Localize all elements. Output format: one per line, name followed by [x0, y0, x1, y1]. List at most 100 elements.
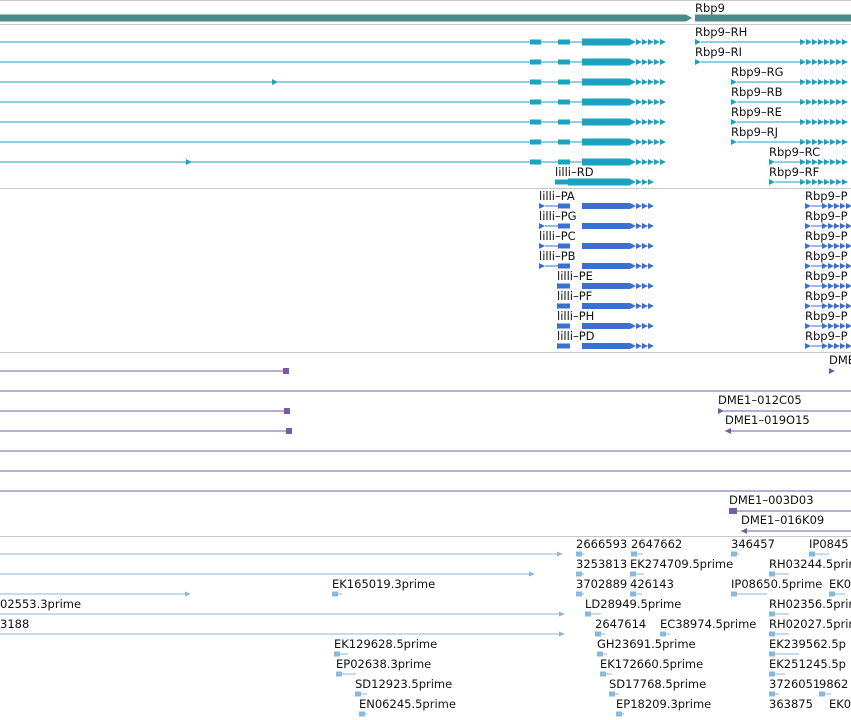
protein-feature[interactable] — [822, 283, 828, 289]
transcript-feature[interactable] — [836, 99, 842, 105]
transcript-feature[interactable] — [812, 119, 818, 125]
protein-label[interactable]: Rbp9–P — [805, 269, 848, 283]
protein-feature[interactable] — [805, 303, 811, 309]
transcript-feature[interactable] — [818, 159, 824, 165]
est-label[interactable]: RH02356.5prime — [769, 597, 851, 611]
clone-label[interactable]: DME1–019O15 — [725, 413, 810, 427]
transcript-feature[interactable] — [830, 39, 836, 45]
est-label[interactable]: 3253813 — [576, 557, 628, 571]
clone-feature[interactable] — [741, 528, 747, 534]
est-feature[interactable] — [769, 691, 775, 697]
protein-feature[interactable] — [828, 223, 834, 229]
transcript-feature[interactable] — [582, 118, 630, 126]
protein-feature[interactable] — [636, 263, 642, 269]
protein-feature[interactable] — [630, 303, 636, 309]
transcript-feature[interactable] — [660, 139, 666, 145]
transcript-feature[interactable] — [818, 59, 824, 65]
est-feature[interactable] — [631, 551, 637, 557]
protein-feature[interactable] — [834, 323, 840, 329]
protein-feature[interactable] — [636, 283, 642, 289]
est-feature[interactable] — [769, 631, 775, 637]
transcript-feature[interactable] — [830, 159, 836, 165]
protein-feature[interactable] — [822, 223, 828, 229]
transcript-label[interactable]: Rbp9–RI — [695, 45, 743, 59]
transcript-label[interactable]: Rbp9–RH — [695, 25, 748, 39]
transcript-feature[interactable] — [800, 79, 806, 85]
protein-feature[interactable] — [558, 343, 570, 349]
transcript-feature[interactable] — [824, 79, 830, 85]
protein-feature[interactable] — [539, 203, 545, 209]
est-feature[interactable] — [597, 651, 603, 657]
transcript-feature[interactable] — [824, 139, 830, 145]
protein-label[interactable]: lilli–PG — [539, 209, 577, 223]
protein-feature[interactable] — [840, 203, 846, 209]
transcript-feature[interactable] — [558, 39, 570, 45]
est-feature[interactable] — [660, 631, 666, 637]
transcript-feature[interactable] — [812, 39, 818, 45]
est-label[interactable]: EC38974.5prime — [660, 617, 757, 631]
est-feature[interactable] — [336, 671, 342, 677]
protein-feature[interactable] — [846, 263, 851, 269]
transcript-feature[interactable] — [648, 139, 654, 145]
transcript-feature[interactable] — [660, 119, 666, 125]
transcript-feature[interactable] — [818, 179, 824, 185]
transcript-feature[interactable] — [806, 79, 812, 85]
protein-label[interactable]: Rbp9–P — [805, 329, 848, 343]
transcript-feature[interactable] — [582, 38, 630, 46]
protein-label[interactable]: lilli–PD — [557, 329, 595, 343]
protein-feature[interactable] — [840, 263, 846, 269]
transcript-feature[interactable] — [818, 139, 824, 145]
protein-feature[interactable] — [805, 343, 811, 349]
transcript-feature[interactable] — [630, 139, 636, 145]
est-feature[interactable] — [731, 551, 737, 557]
est-feature[interactable] — [355, 691, 361, 697]
transcript-feature[interactable] — [660, 39, 666, 45]
transcript-feature[interactable] — [836, 59, 842, 65]
est-feature[interactable] — [609, 691, 615, 697]
est-label[interactable]: LD28949.5prime — [585, 597, 682, 611]
protein-feature[interactable] — [846, 323, 851, 329]
transcript-feature[interactable] — [272, 79, 278, 85]
transcript-feature[interactable] — [648, 79, 654, 85]
transcript-feature[interactable] — [642, 159, 648, 165]
transcript-feature[interactable] — [558, 139, 570, 145]
transcript-feature[interactable] — [558, 59, 570, 65]
protein-feature[interactable] — [828, 203, 834, 209]
transcript-feature[interactable] — [830, 179, 836, 185]
protein-feature[interactable] — [648, 243, 654, 249]
clone-label[interactable]: DME — [829, 353, 851, 367]
transcript-feature[interactable] — [842, 119, 848, 125]
protein-feature[interactable] — [805, 203, 811, 209]
transcript-feature[interactable] — [630, 79, 636, 85]
transcript-feature[interactable] — [648, 99, 654, 105]
protein-feature[interactable] — [582, 243, 630, 249]
est-feature[interactable] — [769, 671, 775, 677]
transcript-feature[interactable] — [530, 139, 541, 145]
transcript-feature[interactable] — [582, 138, 630, 146]
protein-feature[interactable] — [834, 283, 840, 289]
est-feature[interactable] — [529, 571, 535, 577]
transcript-feature[interactable] — [800, 139, 806, 145]
protein-feature[interactable] — [539, 263, 545, 269]
transcript-feature[interactable] — [636, 119, 642, 125]
transcript-feature[interactable] — [558, 79, 570, 85]
transcript-label[interactable]: Rbp9–RC — [769, 145, 821, 159]
est-label[interactable]: IP0845 — [809, 537, 849, 551]
transcript-feature[interactable] — [642, 99, 648, 105]
transcript-feature[interactable] — [800, 39, 806, 45]
transcript-feature[interactable] — [530, 99, 541, 105]
est-label[interactable]: 3726051 — [769, 677, 821, 691]
transcript-feature[interactable] — [806, 39, 812, 45]
est-feature[interactable] — [332, 591, 338, 597]
transcript-feature[interactable] — [654, 119, 660, 125]
transcript-feature[interactable] — [636, 39, 642, 45]
protein-feature[interactable] — [828, 343, 834, 349]
protein-feature[interactable] — [828, 323, 834, 329]
protein-feature[interactable] — [642, 223, 648, 229]
protein-feature[interactable] — [642, 203, 648, 209]
protein-feature[interactable] — [642, 263, 648, 269]
gene-feature[interactable] — [686, 14, 692, 22]
protein-feature[interactable] — [558, 263, 570, 269]
protein-feature[interactable] — [846, 343, 851, 349]
protein-feature[interactable] — [642, 343, 648, 349]
